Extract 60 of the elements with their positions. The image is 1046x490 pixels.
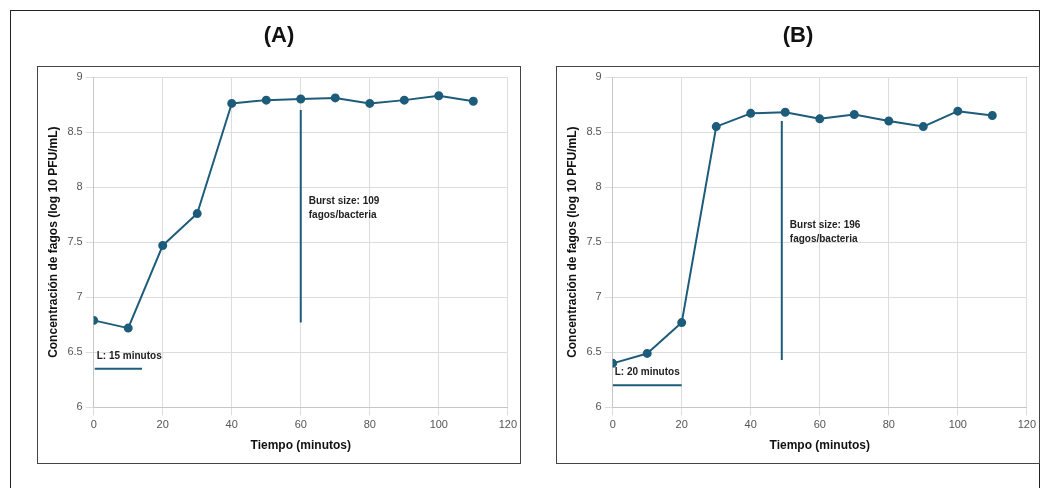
x-tick-label: 100 [948, 418, 967, 431]
x-tick-label: 120 [498, 418, 517, 431]
point [158, 241, 168, 250]
x-axis-title: Tiempo (minutos) [769, 438, 870, 453]
y-tick-label: 7 [76, 290, 83, 303]
y-tick-label: 6 [76, 400, 83, 413]
x-tick-label: 0 [90, 418, 97, 431]
annotation: Burst size: 196 fagos/bacteria [789, 219, 861, 245]
y-tick-label: 9 [76, 70, 83, 83]
point [849, 109, 859, 119]
annotation: Burst size: 109 fagos/bacteria [308, 195, 380, 221]
point [918, 122, 928, 132]
y-tick-label: 9 [595, 70, 602, 83]
point [468, 96, 478, 106]
y-tick-label: 6.5 [67, 345, 83, 358]
point [123, 323, 133, 333]
point [296, 94, 306, 104]
chart-title: (B) [781, 22, 815, 49]
y-tick-label: 6 [595, 400, 602, 413]
x-tick-label: 20 [675, 418, 688, 431]
point [953, 106, 963, 116]
y-tick-label: 7.5 [586, 235, 602, 248]
y-tick-label: 8 [76, 180, 83, 193]
point [711, 122, 721, 132]
point [227, 98, 237, 108]
y-tick-label: 8.5 [67, 125, 83, 138]
y-tick-label: 6.5 [586, 345, 602, 358]
x-tick-label: 20 [156, 418, 169, 431]
point [884, 116, 894, 126]
x-tick-label: 0 [609, 418, 616, 431]
annotation: L: 20 minutos [614, 366, 681, 378]
y-axis-title: Concentración de fagos (log 10 PFU/mL) [564, 126, 579, 358]
x-tick-label: 40 [225, 418, 238, 431]
x-tick-label: 80 [363, 418, 376, 431]
y-tick-label: 7 [595, 290, 602, 303]
chart-title: (A) [262, 22, 296, 49]
x-tick-label: 40 [744, 418, 757, 431]
point [642, 348, 652, 358]
x-axis-title: Tiempo (minutos) [250, 438, 351, 453]
point [746, 108, 756, 118]
point [330, 93, 340, 103]
point [434, 91, 444, 101]
annotation: L: 15 minutos [96, 349, 163, 361]
point [780, 107, 790, 117]
point [192, 209, 202, 219]
x-tick-label: 120 [1017, 418, 1036, 431]
y-axis-title: Concentración de fagos (log 10 PFU/mL) [45, 126, 60, 358]
x-tick-label: 60 [813, 418, 826, 431]
point [815, 114, 825, 124]
point [987, 111, 997, 121]
point [399, 95, 409, 105]
point [677, 318, 687, 328]
y-tick-label: 7.5 [67, 235, 83, 248]
point [365, 98, 375, 108]
x-tick-label: 100 [429, 418, 448, 431]
x-tick-label: 60 [294, 418, 307, 431]
point [261, 95, 271, 105]
y-tick-label: 8 [595, 180, 602, 193]
y-tick-label: 8.5 [586, 125, 602, 138]
x-tick-label: 80 [882, 418, 895, 431]
